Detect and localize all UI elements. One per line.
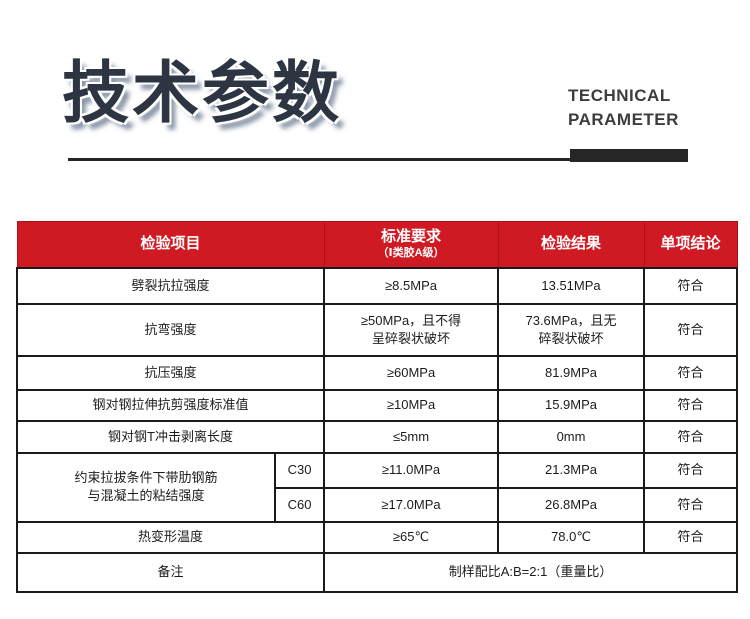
conclusion-cell: 符合 [643, 520, 739, 554]
standard-cell: ≥50MPa，且不得 呈碎裂状破坏 [323, 302, 500, 357]
col-header-standard: 标准要求 （Ⅰ类胶A级） [323, 221, 499, 268]
col-header-conclusion: 单项结论 [643, 221, 738, 268]
result-cell: 21.3MPa [497, 451, 646, 489]
result-cell: 0mm [497, 419, 646, 454]
subtitle-technical: TECHNICAL [568, 86, 671, 105]
standard-cell: ≤5mm [323, 419, 500, 454]
table-row: 钢对钢拉伸抗剪强度标准值 ≥10MPa 15.9MPa 符合 [15, 388, 739, 422]
col-header-standard-line2: （Ⅰ类胶A级） [377, 246, 445, 259]
item-cell: 抗压强度 [15, 354, 326, 391]
table-row: C60 ≥17.0MPa 26.8MPa 符合 [17, 486, 739, 523]
item-cell: 钢对钢T冲击剥离长度 [15, 419, 326, 454]
table-row: 抗压强度 ≥60MPa 81.9MPa 符合 [15, 354, 739, 391]
item-cell: 备注 [15, 551, 326, 593]
divider-line [68, 158, 688, 161]
table-row: 约束拉拔条件下带肋钢筋 与混凝土的粘结强度 C30 ≥11.0MPa 21.3M… [16, 451, 739, 523]
conclusion-cell: 符合 [643, 486, 739, 523]
note-cell: 制样配比A:B=2:1（重量比） [323, 551, 739, 593]
standard-cell: ≥10MPa [323, 388, 500, 422]
table-row: 劈裂抗拉强度 ≥8.5MPa 13.51MPa 符合 [15, 266, 739, 305]
table-row: 钢对钢T冲击剥离长度 ≤5mm 0mm 符合 [15, 419, 739, 454]
result-cell: 73.6MPa，且无 碎裂状破坏 [497, 302, 646, 357]
standard-cell: ≥11.0MPa [323, 451, 500, 489]
col-header-item: 检验项目 [16, 221, 325, 268]
conclusion-cell: 符合 [643, 419, 739, 454]
item-cell: 抗弯强度 [15, 302, 326, 357]
standard-cell: ≥60MPa [323, 354, 500, 391]
divider-accent-bar [570, 149, 688, 162]
subtitle-parameter: PARAMETER [568, 110, 679, 129]
result-cell: 81.9MPa [497, 354, 646, 391]
table-row: 备注 制样配比A:B=2:1（重量比） [15, 551, 739, 593]
conclusion-cell: 符合 [643, 266, 739, 305]
table-header-row: 检验项目 标准要求 （Ⅰ类胶A级） 检验结果 单项结论 [16, 221, 738, 268]
page-subtitle: TECHNICAL PARAMETER [568, 84, 679, 132]
table-row: 抗弯强度 ≥50MPa，且不得 呈碎裂状破坏 73.6MPa，且无 碎裂状破坏 … [15, 302, 739, 357]
params-table: 检验项目 标准要求 （Ⅰ类胶A级） 检验结果 单项结论 劈裂抗拉强度 ≥8.5M… [15, 221, 739, 593]
col-header-standard-line1: 标准要求 [381, 228, 442, 245]
result-cell: 26.8MPa [497, 486, 646, 523]
result-cell: 78.0℃ [497, 520, 646, 554]
table-row: 热变形温度 ≥65℃ 78.0℃ 符合 [15, 520, 739, 554]
conclusion-cell: 符合 [643, 302, 739, 357]
conclusion-cell: 符合 [643, 451, 739, 489]
item-cell: 约束拉拔条件下带肋钢筋 与混凝土的粘结强度 [16, 451, 276, 523]
page-title: 技术参数 [62, 56, 342, 131]
result-cell: 15.9MPa [497, 388, 646, 422]
item-cell: 热变形温度 [15, 520, 326, 554]
standard-cell: ≥8.5MPa [323, 266, 500, 305]
standard-cell: ≥17.0MPa [323, 486, 500, 523]
grade-cell: C60 [273, 486, 326, 523]
grade-cell: C30 [273, 451, 326, 489]
result-cell: 13.51MPa [497, 266, 646, 305]
item-cell: 劈裂抗拉强度 [15, 266, 326, 305]
col-header-result: 检验结果 [497, 221, 645, 268]
conclusion-cell: 符合 [643, 354, 739, 391]
standard-cell: ≥65℃ [323, 520, 500, 554]
conclusion-cell: 符合 [643, 388, 739, 422]
item-cell: 钢对钢拉伸抗剪强度标准值 [15, 388, 326, 422]
